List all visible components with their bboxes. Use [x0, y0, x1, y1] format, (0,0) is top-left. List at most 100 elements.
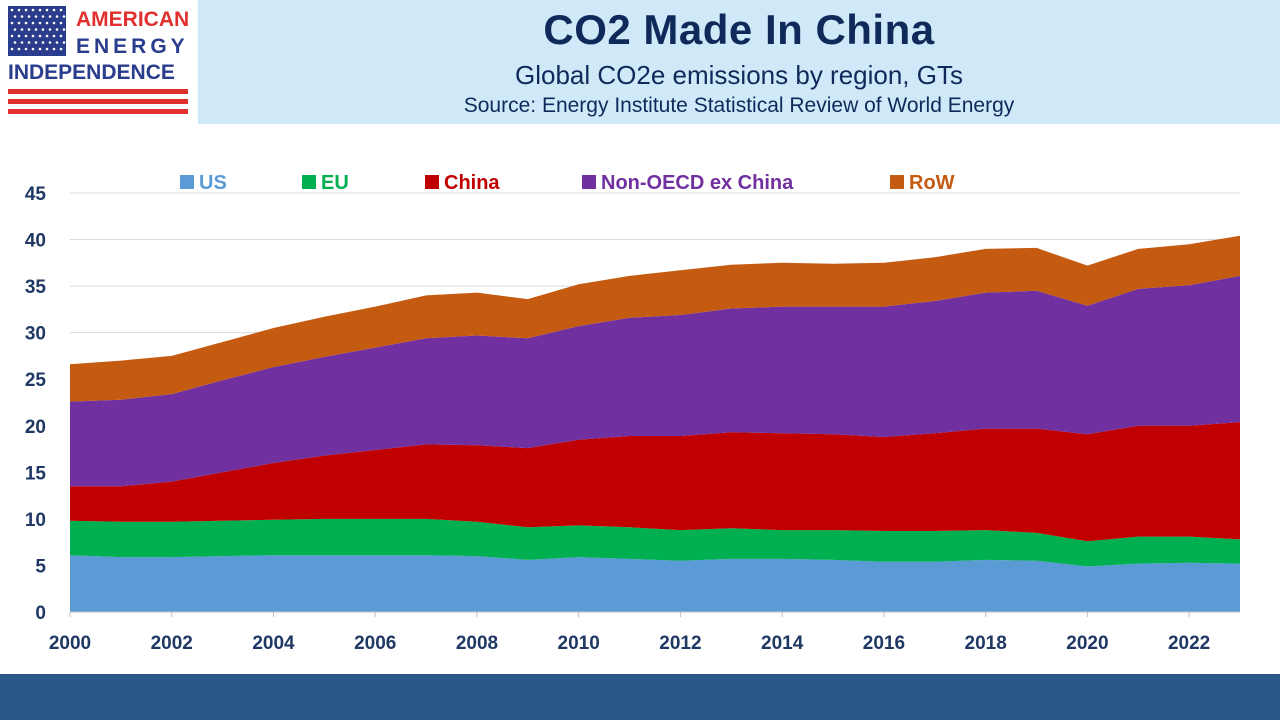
legend-label: RoW [909, 172, 955, 194]
y-tick-label: 25 [25, 370, 47, 391]
legend-label: Non-OECD ex China [601, 172, 794, 194]
area-eu [70, 518, 1240, 567]
flag-star [24, 47, 28, 51]
flag-star [38, 34, 42, 38]
flag-star [10, 21, 14, 25]
flag-star [38, 47, 42, 51]
x-tick-label: 2016 [863, 633, 905, 654]
flag-star [45, 34, 49, 38]
flag-star [45, 21, 49, 25]
flag-star [55, 15, 59, 18]
flag-star [10, 47, 14, 51]
chart-subtitle: Global CO2e emissions by region, GTs [515, 60, 963, 90]
flag-star [17, 8, 21, 12]
legend-label: China [444, 172, 500, 194]
flag-star [62, 41, 66, 44]
flag-star [10, 8, 14, 12]
area-us [70, 555, 1240, 612]
flag-star [52, 21, 56, 25]
legend-swatch [425, 175, 439, 189]
flag-star [38, 21, 42, 25]
flag-star [13, 41, 17, 44]
y-tick-label: 10 [25, 510, 46, 531]
flag-star [20, 41, 24, 44]
flag-star [48, 41, 52, 44]
flag-star [31, 21, 35, 25]
flag-star [41, 28, 45, 31]
source-note: Source: Energy Institute Statistical Rev… [463, 94, 1015, 117]
flag-star [62, 15, 66, 18]
flag-star [52, 47, 56, 51]
x-tick-label: 2020 [1066, 633, 1108, 654]
area-row [70, 235, 1240, 402]
x-tick-label: 2018 [965, 633, 1007, 654]
flag-star [45, 47, 49, 51]
x-tick-label: 2000 [49, 633, 91, 654]
y-tick-label: 35 [25, 277, 47, 298]
flag-star [48, 28, 52, 31]
flag-star [31, 34, 35, 38]
flag-star [59, 8, 63, 12]
logo-line-1: AMERICAN [76, 8, 189, 31]
brand-logo: AMERICAN ENERGY INDEPENDENCE [0, 0, 198, 124]
flag-star [13, 15, 17, 18]
footer-bar [0, 674, 1280, 720]
flag-star [45, 8, 49, 12]
x-tick-label: 2006 [354, 633, 396, 654]
x-tick-label: 2014 [761, 633, 804, 654]
x-tick-label: 2010 [558, 633, 600, 654]
legend-swatch [180, 175, 194, 189]
flag-star [27, 41, 31, 44]
flag-star [24, 34, 28, 38]
x-tick-label: 2022 [1168, 633, 1210, 654]
flag-star [34, 41, 38, 44]
flag-star [27, 28, 31, 31]
flag-star [59, 21, 63, 25]
area-series [70, 235, 1240, 612]
flag-star [34, 15, 38, 18]
legend-swatch [890, 175, 904, 189]
stacked-area-chart: 0 5 10 15 20 25 30 35 40 45 2000 2002 2004 2006 2008 20… [25, 172, 1240, 654]
flag-star [48, 15, 52, 18]
flag-star [41, 41, 45, 44]
legend-label: EU [321, 172, 349, 194]
flag-star [17, 47, 21, 51]
flag-star [17, 21, 21, 25]
flag-star [41, 15, 45, 18]
y-tick-label: 40 [25, 231, 46, 252]
x-tick-label: 2012 [659, 633, 701, 654]
flag-star [24, 21, 28, 25]
legend-swatch [582, 175, 596, 189]
x-tick-label: 2008 [456, 633, 498, 654]
legend: US EU China Non-OECD ex China RoW [180, 172, 955, 194]
flag-star [59, 47, 63, 51]
y-tick-label: 5 [35, 556, 46, 577]
page-title: CO2 Made In China [543, 6, 935, 53]
flag-star [24, 8, 28, 12]
x-tick-label: 2002 [151, 633, 193, 654]
x-tick-label: 2004 [252, 633, 295, 654]
flag-star [20, 15, 24, 18]
header-banner [198, 0, 1280, 124]
area-china [70, 422, 1240, 542]
flag-logo-icon: AMERICAN ENERGY INDEPENDENCE [8, 6, 189, 114]
legend-swatch [302, 175, 316, 189]
flag-star [10, 34, 14, 38]
flag-star [52, 34, 56, 38]
y-tick-label: 15 [25, 463, 47, 484]
flag-star [55, 28, 59, 31]
area-non-oecd-ex-china [70, 275, 1240, 487]
flag-star [52, 8, 56, 12]
flag-star [13, 28, 17, 31]
flag-star [20, 28, 24, 31]
flag-star [31, 47, 35, 51]
y-tick-label: 0 [35, 603, 46, 624]
flag-star [34, 28, 38, 31]
logo-line-3: INDEPENDENCE [8, 61, 175, 84]
y-tick-label: 45 [25, 184, 47, 205]
flag-star [17, 34, 21, 38]
y-tick-label: 20 [25, 417, 46, 438]
flag-star [59, 34, 63, 38]
flag-star [38, 8, 42, 12]
flag-star [62, 28, 66, 31]
